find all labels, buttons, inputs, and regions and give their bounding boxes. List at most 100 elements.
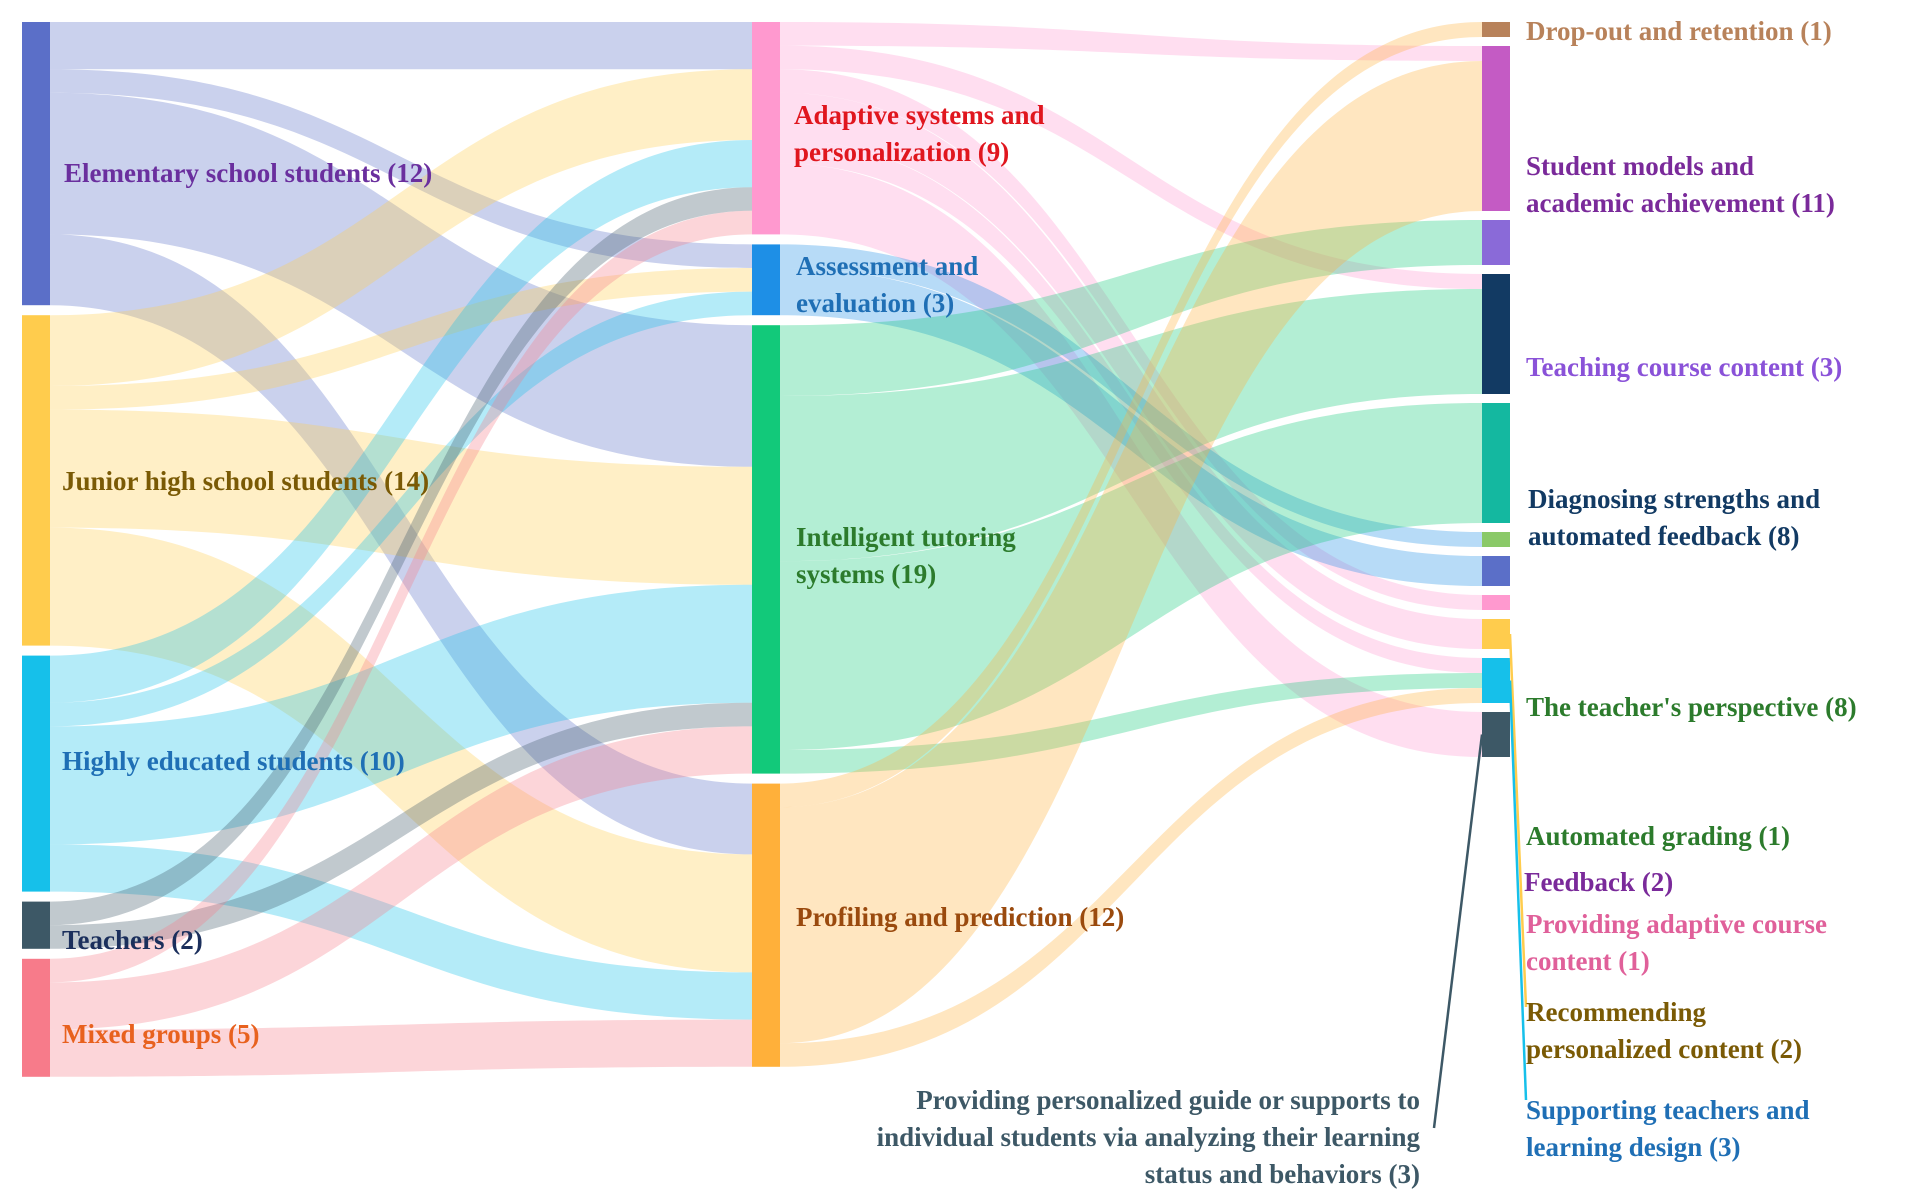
node-highly <box>22 655 50 892</box>
node-mixed <box>22 958 50 1077</box>
label-elem-line: Elementary school students (12) <box>64 158 433 188</box>
flow-its-to-teacherpersp <box>780 403 1482 750</box>
label-guide-line: Providing personalized guide or supports… <box>916 1085 1420 1115</box>
node-junior <box>22 315 50 646</box>
flow-its-to-teaching <box>780 220 1482 396</box>
flow-highly-to-its <box>50 584 752 845</box>
leader-supporting <box>1508 680 1528 1101</box>
flow-elem-to-profiling <box>50 234 752 855</box>
label-assess: Assessment and evaluation (3) <box>796 248 978 322</box>
node-supporting <box>1482 658 1510 703</box>
node-dropout <box>1482 22 1510 37</box>
node-recommending <box>1482 619 1510 649</box>
node-feedback <box>1482 556 1510 586</box>
label-recommending: Recommending personalized content (2) <box>1526 994 1802 1068</box>
flow-junior-to-adaptive <box>50 69 752 386</box>
label-provadaptive-line: Providing adaptive course <box>1526 909 1828 939</box>
label-teaching: Teaching course content (3) <box>1526 349 1842 386</box>
flow-profiling-to-supporting <box>780 688 1482 1067</box>
flow-teachers-to-its <box>50 702 752 949</box>
node-teacherpersp <box>1482 403 1510 523</box>
flow-adaptive-to-guide <box>780 163 1482 758</box>
label-recommending-line: Recommending <box>1526 997 1706 1027</box>
label-supporting: Supporting teachers and learning design (… <box>1526 1092 1810 1166</box>
node-guide <box>1482 712 1510 757</box>
node-grading <box>1482 532 1510 547</box>
node-teaching <box>1482 220 1510 265</box>
label-supporting-line: learning design (3) <box>1526 1132 1741 1162</box>
flow-highly-to-assess <box>50 291 752 727</box>
label-profiling-line: Profiling and prediction (12) <box>796 902 1125 932</box>
label-adaptive-line: personalization (9) <box>794 137 1010 167</box>
label-provadaptive-line: content (1) <box>1526 946 1650 976</box>
label-junior-line: Junior high school students (14) <box>62 466 430 496</box>
flow-junior-to-its <box>50 409 752 585</box>
label-teachers-line: Teachers (2) <box>62 925 203 955</box>
label-provadaptive: Providing adaptive course content (1) <box>1526 906 1827 980</box>
flow-assess-to-grading <box>780 244 1482 547</box>
flow-assess-to-feedback <box>780 268 1482 586</box>
label-adaptive-line: Adaptive systems and <box>794 100 1045 130</box>
flow-mixed-to-its <box>50 726 752 1030</box>
label-diagnosing-line: automated feedback (8) <box>1528 521 1800 551</box>
label-feedback: Feedback (2) <box>1524 864 1673 901</box>
label-diagnosing: Diagnosing strengths and automated feedba… <box>1528 481 1820 555</box>
node-diagnosing <box>1482 274 1510 394</box>
flow-adaptive-to-studentmodels <box>780 22 1482 61</box>
label-mixed: Mixed groups (5) <box>62 1016 260 1053</box>
links-layer <box>50 22 1482 1077</box>
flow-profiling-to-studentmodels <box>780 61 1482 1044</box>
flow-elem-to-adaptive <box>50 22 752 70</box>
label-teaching-line: Teaching course content (3) <box>1526 352 1843 382</box>
label-its-line: systems (19) <box>796 559 937 589</box>
label-diagnosing-line: Diagnosing strengths and <box>1528 484 1821 514</box>
label-adaptive: Adaptive systems and personalization (9) <box>794 97 1045 171</box>
label-highly: Highly educated students (10) <box>62 743 405 780</box>
label-grading-line: Automated grading (1) <box>1526 821 1790 851</box>
flow-junior-to-assess <box>50 268 752 410</box>
flow-elem-to-assess <box>50 69 752 268</box>
flow-junior-to-profiling <box>50 527 752 973</box>
flow-adaptive-to-recommending <box>780 92 1482 650</box>
flow-elem-to-its <box>50 92 752 467</box>
node-its <box>752 325 780 774</box>
nodes-layer <box>22 22 1510 1077</box>
label-dropout-line: Drop-out and retention (1) <box>1526 16 1832 46</box>
flow-highly-to-profiling <box>50 844 752 1020</box>
label-elem: Elementary school students (12) <box>64 155 432 192</box>
label-teacherpersp: The teacher's perspective (8) <box>1526 689 1857 726</box>
node-provadaptive <box>1482 595 1510 610</box>
node-profiling <box>752 783 780 1067</box>
leader-lines <box>1432 633 1528 1129</box>
flow-mixed-to-profiling <box>50 1019 752 1077</box>
node-elem <box>22 22 50 306</box>
label-assess-line: Assessment and <box>796 251 979 281</box>
flow-mixed-to-adaptive <box>50 210 752 983</box>
flow-its-to-supporting <box>780 673 1482 774</box>
flow-teachers-to-adaptive <box>50 187 752 926</box>
label-recommending-line: personalized content (2) <box>1526 1034 1802 1064</box>
label-mixed-line: Mixed groups (5) <box>62 1019 260 1049</box>
label-its-line: Intelligent tutoring <box>796 522 1016 552</box>
flow-its-to-diagnosing <box>780 289 1482 562</box>
flow-highly-to-adaptive <box>50 140 752 703</box>
leader-guide <box>1432 734 1484 1129</box>
label-junior: Junior high school students (14) <box>62 463 429 500</box>
leader-recommending <box>1508 633 1528 1008</box>
label-studentmodels: Student models and academic achievement (… <box>1526 148 1835 222</box>
node-studentmodels <box>1482 46 1510 211</box>
label-guide-line: status and behaviors (3) <box>1144 1159 1420 1189</box>
label-supporting-line: Supporting teachers and <box>1526 1095 1810 1125</box>
flow-profiling-to-dropout <box>780 22 1482 808</box>
label-grading: Automated grading (1) <box>1526 818 1790 855</box>
flow-adaptive-to-supporting <box>780 140 1482 673</box>
label-dropout: Drop-out and retention (1) <box>1526 13 1832 50</box>
label-guide-line: individual students via analyzing their … <box>876 1122 1420 1152</box>
flow-adaptive-to-diagnosing <box>780 45 1482 289</box>
label-its: Intelligent tutoring systems (19) <box>796 519 1016 593</box>
node-teachers <box>22 901 50 949</box>
label-assess-line: evaluation (3) <box>796 288 955 318</box>
label-teachers: Teachers (2) <box>62 922 203 959</box>
label-guide: Providing personalized guide or supports… <box>877 1082 1420 1193</box>
